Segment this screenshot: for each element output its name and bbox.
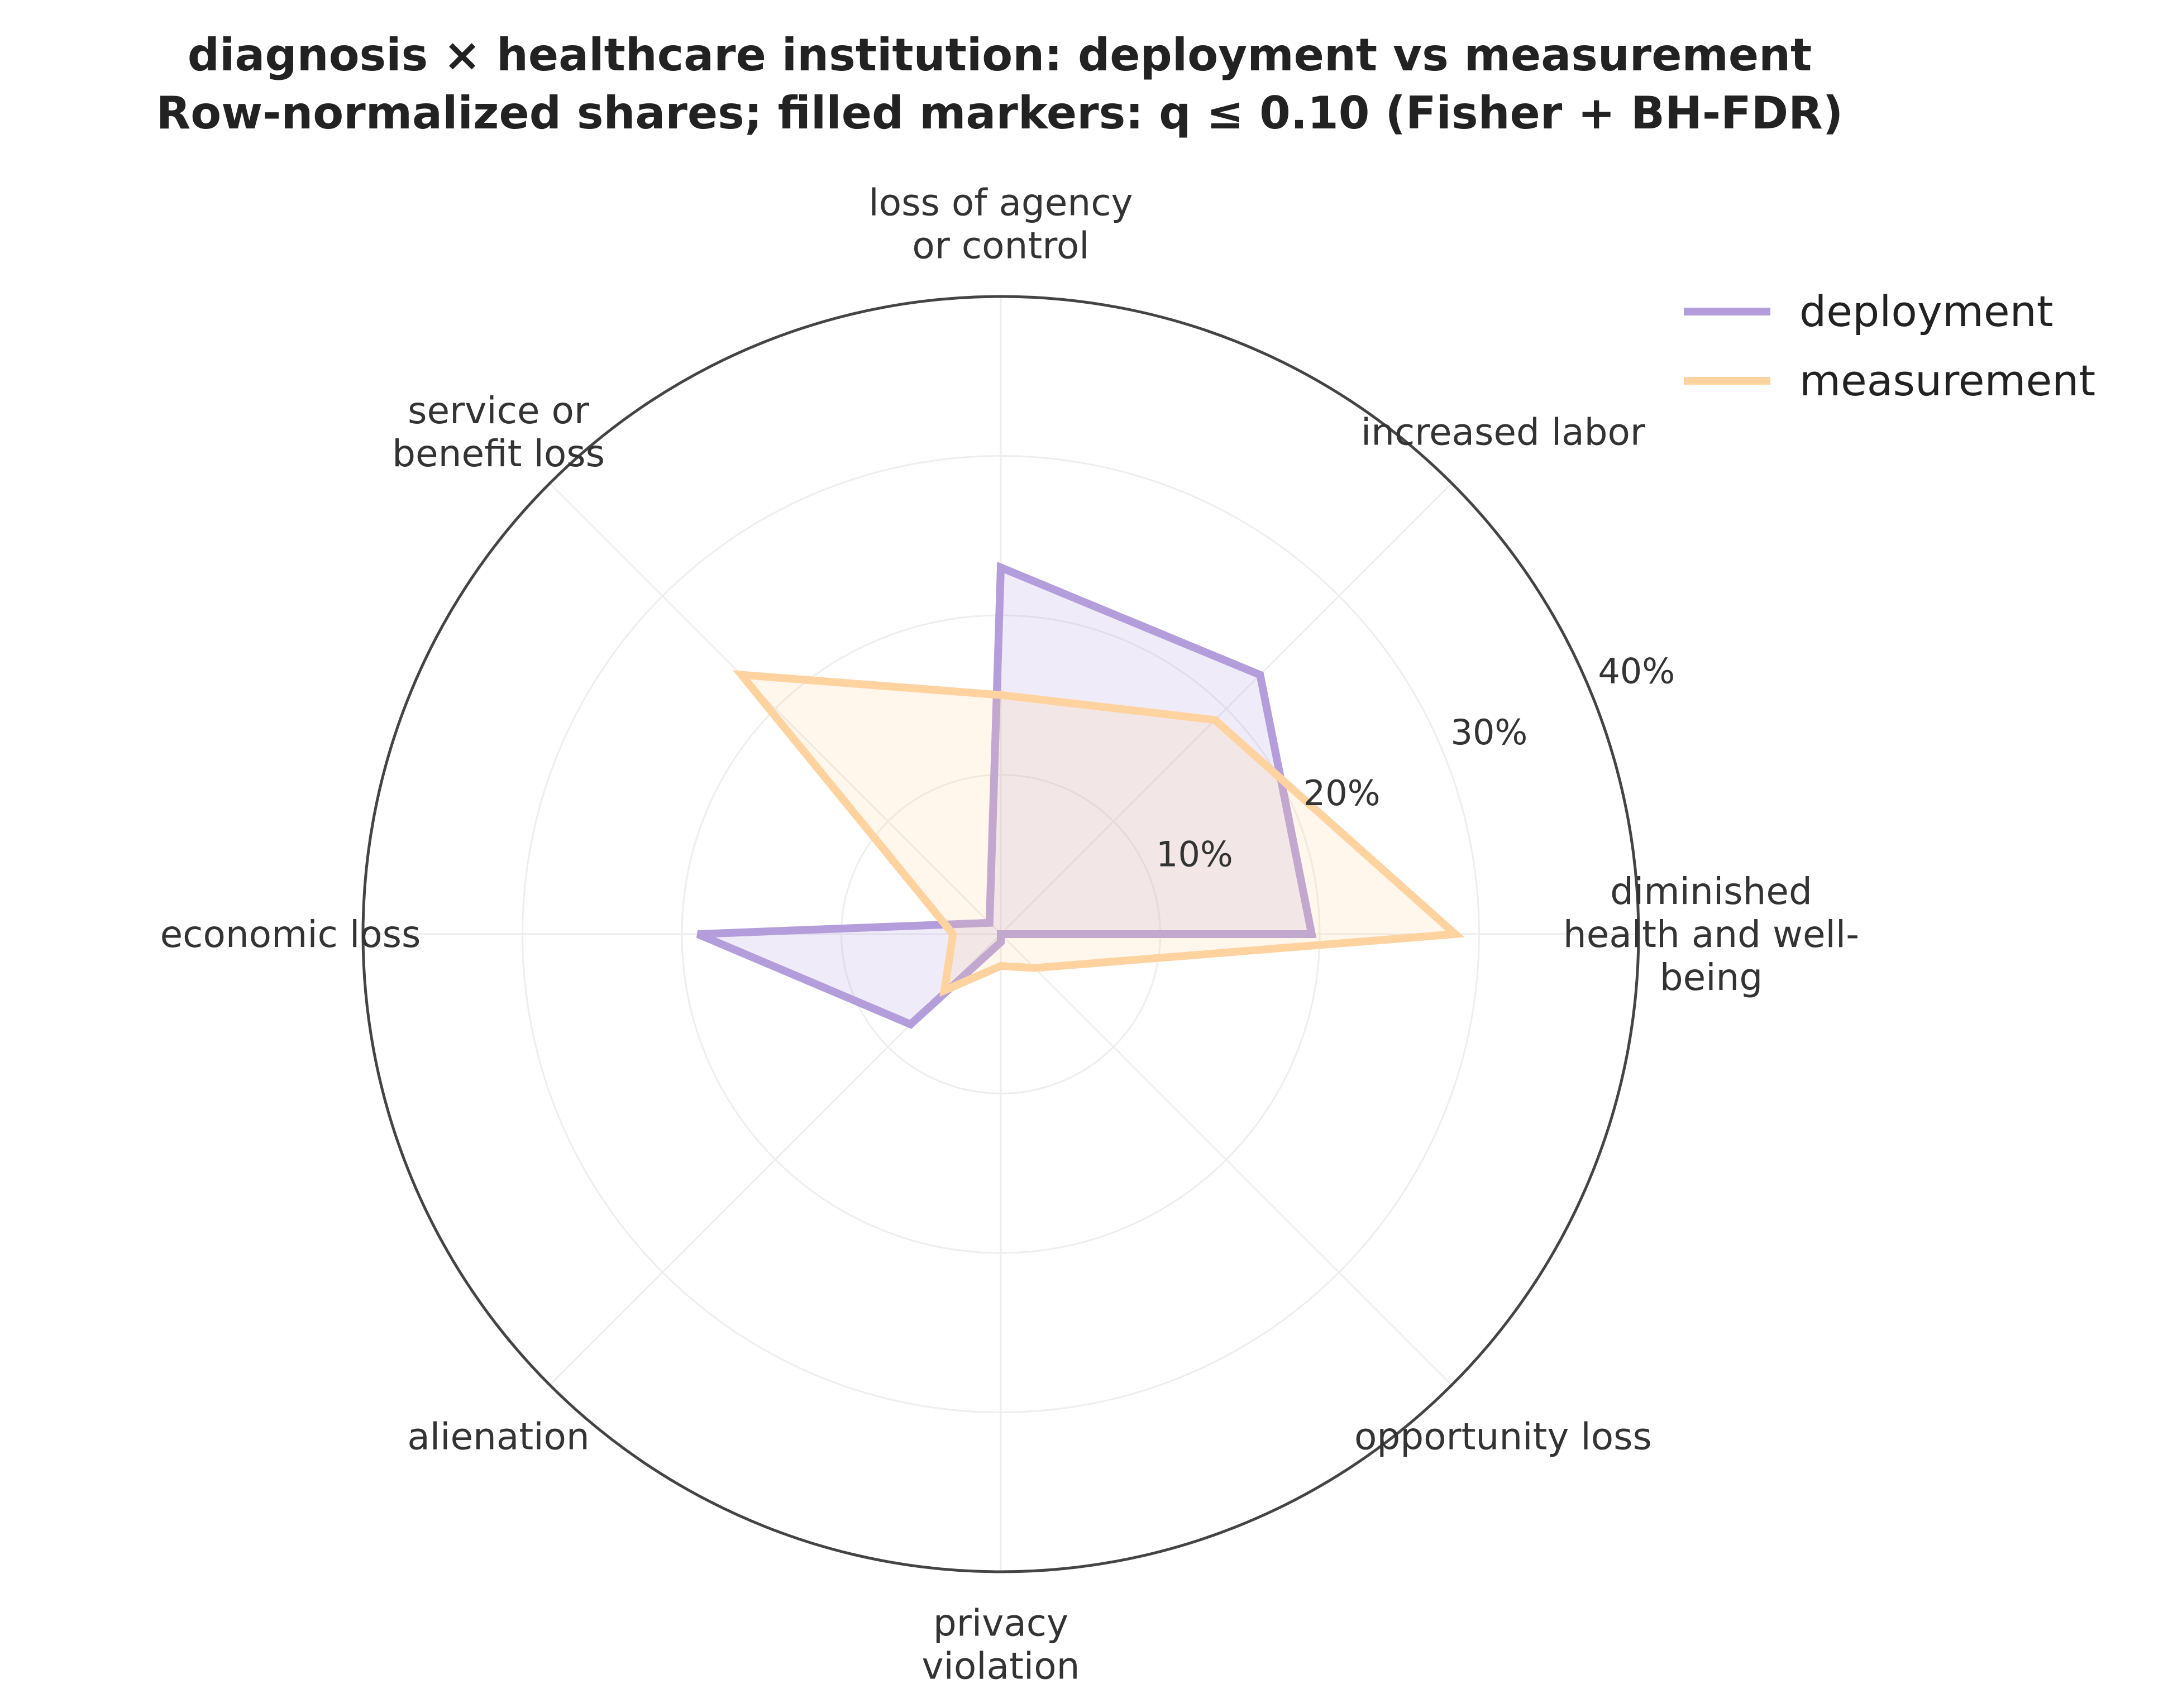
legend-label: deployment [1799, 286, 2054, 336]
series-area [698, 567, 1312, 1025]
category-label: service or benefit loss [392, 389, 605, 475]
spoke-line [1000, 933, 1453, 1386]
legend-label: measurement [1799, 356, 2095, 405]
r-tick-label: 20% [1303, 773, 1381, 814]
category-label-line: diminished [1610, 870, 1812, 913]
category-label-line: health and well- [1563, 913, 1859, 956]
category-label: economic loss [160, 913, 421, 956]
r-tick-label: 40% [1598, 651, 1675, 692]
spoke-line [549, 482, 1002, 935]
category-label-line: violation [922, 1645, 1080, 1688]
category-label-line: opportunity loss [1354, 1415, 1652, 1458]
spoke-line [1000, 482, 1453, 935]
category-label: opportunity loss [1354, 1415, 1652, 1458]
series-line [696, 562, 1317, 1029]
series-area [741, 674, 1455, 991]
category-label-line: loss of agency [868, 181, 1133, 224]
category-label: alienation [407, 1415, 589, 1458]
chart-title: diagnosis × healthcare institution: depl… [188, 29, 1812, 81]
category-label-line: privacy [933, 1602, 1068, 1645]
category-label-line: service or [408, 389, 590, 432]
r-tick-label: 30% [1451, 712, 1528, 753]
legend: deployment measurement [1684, 286, 2095, 405]
category-label: diminished health and well-being [1563, 870, 1859, 999]
category-label: privacy violation [922, 1602, 1080, 1688]
category-label-line: increased labor [1361, 411, 1646, 454]
series-line [732, 670, 1465, 997]
category-label-line: alienation [407, 1415, 589, 1458]
radar-labels: 10% 20% 30% 40% diminished health and well-be… [160, 181, 1860, 1688]
category-label-line: or control [912, 224, 1089, 267]
radar-series [696, 562, 1465, 1029]
outer-circle [361, 295, 1640, 1573]
r-tick-label: 10% [1156, 834, 1233, 874]
chart-subtitle: Row-normalized shares; filled markers: q… [156, 87, 1844, 139]
category-label-line: economic loss [160, 913, 421, 956]
category-label: loss of agency or control [868, 181, 1133, 267]
category-label: increased labor [1361, 411, 1646, 454]
category-label-line: benefit loss [392, 432, 605, 475]
category-label-line: being [1660, 956, 1763, 999]
